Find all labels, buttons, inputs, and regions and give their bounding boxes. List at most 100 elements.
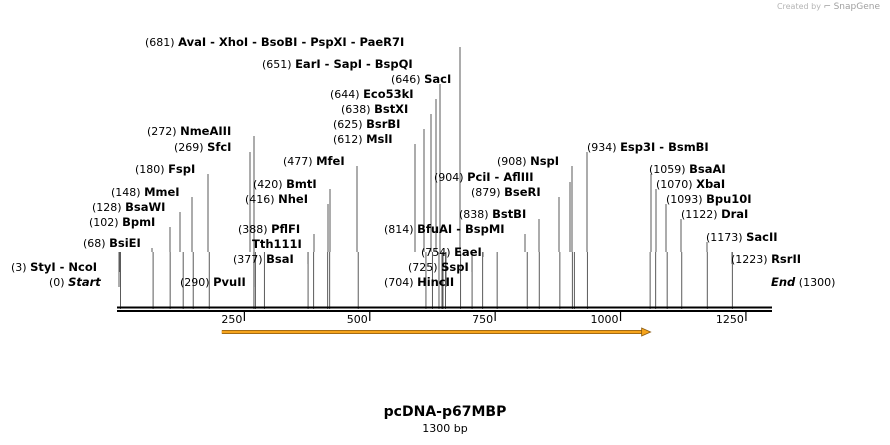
enzyme-name: BsiEI xyxy=(109,236,141,250)
site-label[interactable]: (272) NmeAIII xyxy=(147,124,231,138)
site-label[interactable]: (377) BsaI xyxy=(233,252,294,266)
enzyme-name: XbaI xyxy=(696,177,725,191)
site-label[interactable]: (1223) RsrII xyxy=(731,252,801,266)
site-label[interactable]: (644) Eco53kI xyxy=(330,87,414,101)
name-separator: - xyxy=(297,35,310,49)
enzyme-name: BsrBI xyxy=(366,117,400,131)
enzyme-name: NspI xyxy=(530,154,559,168)
enzyme-name: FspI xyxy=(168,162,195,176)
site-label[interactable]: (725) SspI xyxy=(408,260,469,274)
enzyme-name: BstBI xyxy=(492,207,526,221)
snapgene-logo-text: SnapGene xyxy=(833,2,880,12)
site-label[interactable]: (1070) XbaI xyxy=(656,177,725,191)
enzyme-name: StyI xyxy=(30,260,56,274)
site-label[interactable]: (612) MslI xyxy=(333,132,393,146)
site-label[interactable]: (681) AvaI - XhoI - BsoBI - PspXI - PaeR… xyxy=(145,35,404,49)
ruler-tick-label: 750 xyxy=(472,313,493,326)
site-position: (754) xyxy=(421,246,454,259)
enzyme-name: HincII xyxy=(417,275,454,289)
site-position: (1070) xyxy=(656,178,696,191)
enzyme-name: NheI xyxy=(278,192,308,206)
site-label[interactable]: (416) NheI xyxy=(245,192,308,206)
enzyme-name: DraI xyxy=(721,207,748,221)
site-position: (646) xyxy=(391,73,424,86)
enzyme-name: EarI xyxy=(295,57,321,71)
site-label[interactable]: End (1300) xyxy=(771,275,835,289)
ruler-tick-label: 1250 xyxy=(716,313,744,326)
site-position: (377) xyxy=(233,253,266,266)
enzyme-name: End xyxy=(771,275,796,289)
site-position: (904) xyxy=(434,171,467,184)
site-label[interactable]: (290) PvuII xyxy=(180,275,246,289)
site-position: (420) xyxy=(253,178,286,191)
enzyme-name: BsoBI xyxy=(261,35,298,49)
site-label[interactable]: (68) BsiEI xyxy=(83,236,141,250)
site-label[interactable]: (638) BstXI xyxy=(341,102,408,116)
enzyme-name: SacII xyxy=(746,230,777,244)
site-position: (1173) xyxy=(706,231,746,244)
feature-arrow-head[interactable] xyxy=(641,327,652,337)
enzyme-name: BsmBI xyxy=(668,140,709,154)
site-label[interactable]: (754) EaeI xyxy=(421,245,482,259)
enzyme-name: SspI xyxy=(441,260,469,274)
site-position: (0) xyxy=(49,276,68,289)
enzyme-name: BspQI xyxy=(375,57,413,71)
enzyme-name: MfeI xyxy=(316,154,345,168)
site-label[interactable]: (102) BpmI xyxy=(89,215,155,229)
enzyme-name: AflIII xyxy=(503,170,533,184)
site-position: (1059) xyxy=(649,163,689,176)
site-position: (625) xyxy=(333,118,366,131)
name-separator: - xyxy=(347,35,360,49)
enzyme-name: BspMI xyxy=(465,222,505,236)
site-label[interactable]: (477) MfeI xyxy=(283,154,345,168)
plasmid-length: 1300 bp xyxy=(422,422,468,435)
enzyme-name: Start xyxy=(68,275,101,289)
site-position: (814) xyxy=(384,223,417,236)
site-label[interactable]: (879) BseRI xyxy=(471,185,541,199)
site-label[interactable]: (1122) DraI xyxy=(681,207,748,221)
site-position: (272) xyxy=(147,125,180,138)
site-position: (128) xyxy=(92,201,125,214)
site-label[interactable]: (1059) BsaAI xyxy=(649,162,726,176)
enzyme-name: BstXI xyxy=(374,102,408,116)
site-label[interactable]: (704) HincII xyxy=(384,275,454,289)
enzyme-name: Esp3I xyxy=(620,140,655,154)
enzyme-name: NmeAIII xyxy=(180,124,231,138)
plasmid-name: pcDNA-p67MBP xyxy=(383,404,507,420)
site-label[interactable]: (838) BstBI xyxy=(459,207,526,221)
site-position: (416) xyxy=(245,193,278,206)
site-label[interactable]: (1173) SacII xyxy=(706,230,778,244)
enzyme-name: AvaI xyxy=(178,35,206,49)
site-label[interactable]: (3) StyI - NcoI xyxy=(11,260,97,274)
enzyme-name: SacI xyxy=(424,72,451,86)
site-label[interactable]: (180) FspI xyxy=(135,162,195,176)
site-label[interactable]: (1093) Bpu10I xyxy=(666,192,752,206)
enzyme-name: BseRI xyxy=(504,185,541,199)
enzyme-name: Eco53kI xyxy=(363,87,414,101)
site-label[interactable]: (148) MmeI xyxy=(111,185,180,199)
site-position: (1122) xyxy=(681,208,721,221)
enzyme-name: PciI xyxy=(467,170,490,184)
enzyme-name: MmeI xyxy=(144,185,180,199)
site-label[interactable]: (0) Start xyxy=(49,275,101,289)
site-position: (644) xyxy=(330,88,363,101)
site-label[interactable]: (388) PflFI xyxy=(238,222,300,236)
site-position: (477) xyxy=(283,155,316,168)
site-label[interactable]: (646) SacI xyxy=(391,72,451,86)
site-label[interactable]: (651) EarI - SapI - BspQI xyxy=(262,57,413,71)
site-label[interactable]: (128) BsaWI xyxy=(92,200,165,214)
site-position: (638) xyxy=(341,103,374,116)
ruler-tick-label: 500 xyxy=(347,313,368,326)
site-position: (612) xyxy=(333,133,366,146)
site-label[interactable]: (269) SfcI xyxy=(174,140,231,154)
site-label[interactable]: (625) BsrBI xyxy=(333,117,400,131)
enzyme-name: Tth111I xyxy=(252,237,302,251)
site-label[interactable]: Tth111I xyxy=(252,237,302,251)
site-label[interactable]: (934) Esp3I - BsmBI xyxy=(587,140,709,154)
site-position: (1223) xyxy=(731,253,771,266)
site-label[interactable]: (908) NspI xyxy=(497,154,559,168)
site-label[interactable]: (904) PciI - AflIII xyxy=(434,170,534,184)
feature-arrow[interactable] xyxy=(221,327,652,337)
site-label[interactable]: (814) BfuAI - BspMI xyxy=(384,222,505,236)
site-label[interactable]: (420) BmtI xyxy=(253,177,317,191)
